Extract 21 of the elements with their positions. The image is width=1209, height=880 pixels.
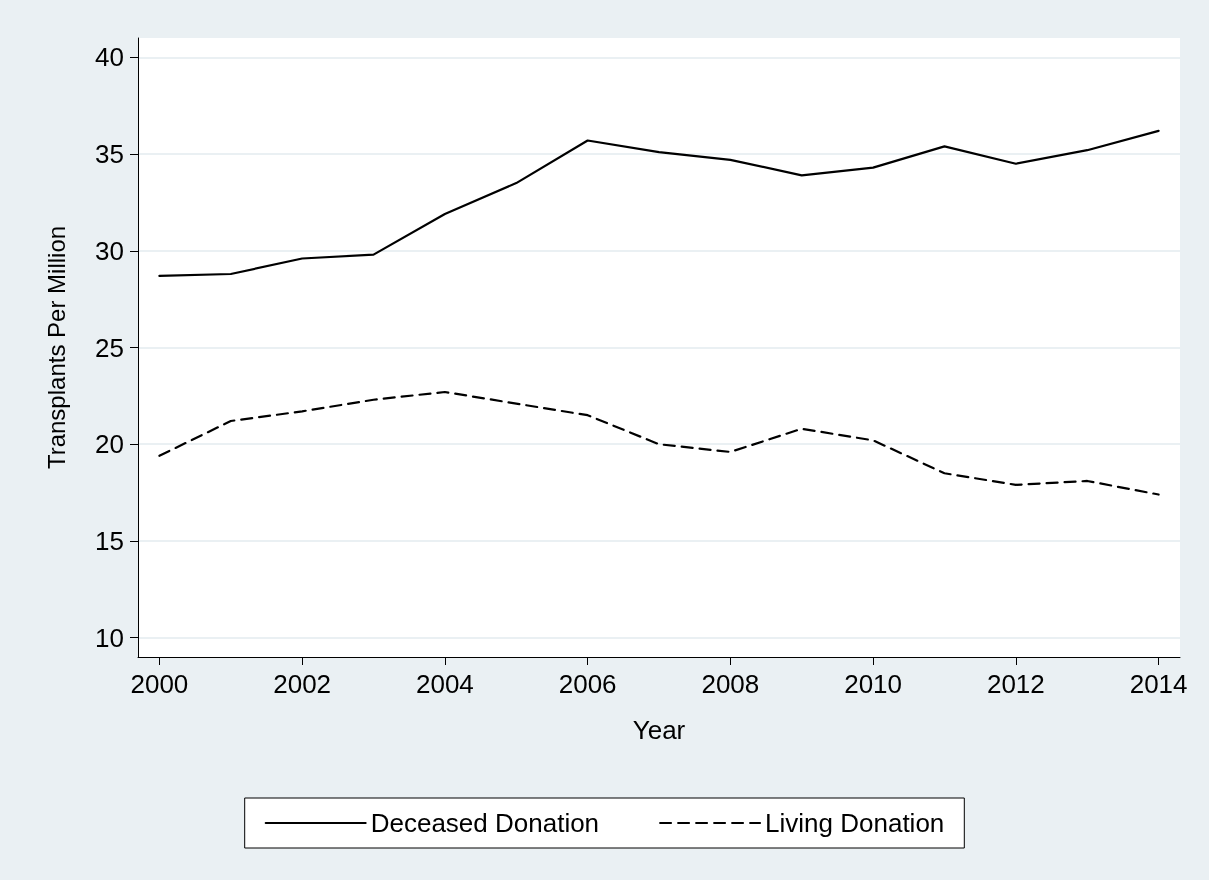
y-tick-label: 35	[95, 139, 124, 170]
legend-label: Deceased Donation	[370, 808, 600, 838]
line-series	[158, 390, 1160, 496]
x-tick-label: 2014	[1129, 669, 1188, 699]
x-axis-title: Year	[632, 715, 686, 745]
y-tick-label: 20	[95, 429, 124, 460]
x-tick-label: 2008	[701, 669, 760, 699]
y-tick-label: 15	[95, 525, 124, 556]
y-tick-label: 40	[95, 42, 124, 73]
line-series	[158, 129, 1160, 278]
x-tick-label: 2006	[558, 669, 617, 699]
y-tick-label: 30	[95, 235, 124, 266]
x-tick-label: 2010	[844, 669, 903, 699]
y-tick-label: 10	[95, 622, 124, 653]
y-tick-label: 25	[95, 332, 124, 363]
x-tick-label: 2012	[986, 669, 1045, 699]
y-axis-title: Transplants Per Million	[42, 225, 70, 470]
x-tick-label: 2002	[273, 669, 332, 699]
legend-label: Living Donation	[765, 808, 945, 838]
x-tick-label: 2004	[415, 669, 474, 699]
x-tick-label: 2000	[130, 669, 189, 699]
